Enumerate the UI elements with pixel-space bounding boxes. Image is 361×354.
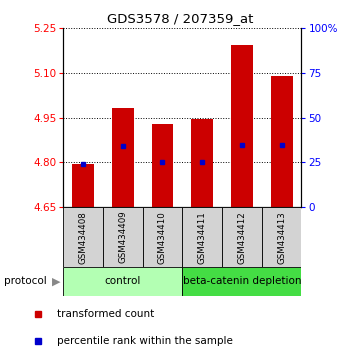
Bar (262, 207, 301, 267)
Bar (271, 76, 292, 207)
Bar (63, 207, 103, 267)
Bar (63, 267, 182, 296)
Text: GSM434409: GSM434409 (118, 211, 127, 263)
Bar (182, 207, 222, 267)
Text: control: control (105, 276, 141, 286)
Bar (152, 124, 173, 207)
Text: beta-catenin depletion: beta-catenin depletion (183, 276, 301, 286)
Bar (72, 165, 94, 207)
Text: GSM434411: GSM434411 (198, 211, 206, 264)
Bar (191, 120, 213, 207)
Text: GSM434413: GSM434413 (277, 211, 286, 264)
Bar (231, 45, 253, 207)
Text: GSM434412: GSM434412 (238, 211, 246, 264)
Text: GDS3578 / 207359_at: GDS3578 / 207359_at (107, 12, 254, 25)
Text: transformed count: transformed count (57, 309, 155, 319)
Bar (103, 207, 143, 267)
Bar (112, 108, 134, 207)
Bar (143, 207, 182, 267)
Text: percentile rank within the sample: percentile rank within the sample (57, 336, 233, 346)
Text: ▶: ▶ (52, 276, 60, 286)
Text: GSM434410: GSM434410 (158, 211, 167, 264)
Text: protocol: protocol (4, 276, 46, 286)
Bar (222, 207, 262, 267)
Bar (182, 267, 301, 296)
Text: GSM434408: GSM434408 (79, 211, 87, 264)
